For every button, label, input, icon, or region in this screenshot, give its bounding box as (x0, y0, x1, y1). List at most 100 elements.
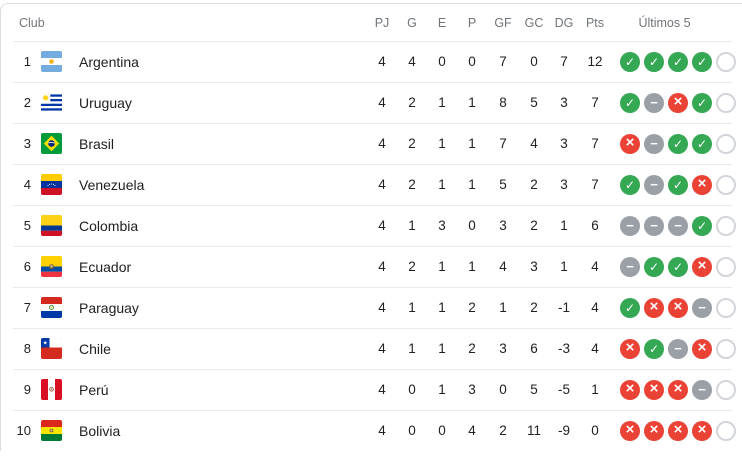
result-icon[interactable] (620, 215, 640, 236)
result-icon[interactable] (668, 256, 688, 277)
result-icon[interactable] (644, 215, 664, 236)
stat-g: 4 (408, 54, 416, 69)
stat-dg: -3 (557, 341, 570, 356)
result-icon[interactable] (620, 338, 640, 359)
stat-pj: 4 (378, 95, 386, 110)
stat-gc: 2 (530, 177, 538, 192)
table-row[interactable]: 6 Ecuador 4 2 1 1 4 3 1 4 (1, 246, 742, 287)
result-icon[interactable] (692, 338, 712, 359)
table-row[interactable]: 10 Bolivia 4 0 0 4 2 11 -9 0 (1, 410, 742, 451)
result-icon[interactable] (716, 297, 736, 318)
result-icon[interactable] (668, 51, 688, 72)
result-icon[interactable] (620, 297, 640, 318)
table-row[interactable]: 2 Uruguay 4 2 1 1 8 5 3 7 (1, 82, 742, 123)
result-icon[interactable] (692, 420, 712, 441)
stat-dg: 1 (560, 259, 568, 274)
result-icon[interactable] (668, 379, 688, 400)
result-icon[interactable] (716, 133, 736, 154)
result-icon[interactable] (668, 420, 688, 441)
header-pj: PJ (374, 15, 390, 30)
table-row[interactable]: 3 Brasil 4 2 1 1 7 4 3 7 (1, 123, 742, 164)
stat-gf: 4 (499, 259, 507, 274)
result-icon[interactable] (644, 256, 664, 277)
result-icon[interactable] (644, 133, 664, 154)
result-icon[interactable] (668, 215, 688, 236)
result-icon[interactable] (644, 174, 664, 195)
stat-pj: 4 (378, 177, 386, 192)
stat-e: 3 (438, 218, 446, 233)
table-row[interactable]: 9 Perú 4 0 1 3 0 5 -5 1 (1, 369, 742, 410)
result-icon[interactable] (644, 338, 664, 359)
result-icon[interactable] (692, 92, 712, 113)
stat-e: 1 (438, 177, 446, 192)
stat-dg: 3 (560, 95, 568, 110)
result-icon[interactable] (620, 92, 640, 113)
rank: 6 (23, 259, 31, 274)
result-icon[interactable] (716, 256, 736, 277)
result-icon[interactable] (692, 51, 712, 72)
result-icon[interactable] (668, 338, 688, 359)
result-icon[interactable] (668, 174, 688, 195)
table-row[interactable]: 4 Venezuela 4 2 1 1 5 2 3 7 (1, 164, 742, 205)
result-icon[interactable] (644, 51, 664, 72)
ecuador-flag-icon (41, 256, 62, 277)
header-pts: Pts (585, 15, 605, 30)
result-icon[interactable] (668, 133, 688, 154)
standings-table: Club PJ G E P GF GC DG Pts Últimos 5 1 A… (0, 3, 742, 451)
table-row[interactable]: 1 Argentina 4 4 0 0 7 0 7 12 (1, 41, 742, 82)
result-icon[interactable] (644, 92, 664, 113)
stat-gf: 3 (499, 218, 507, 233)
stat-e: 1 (438, 259, 446, 274)
result-icon[interactable] (668, 92, 688, 113)
stat-pj: 4 (378, 341, 386, 356)
stat-pts: 7 (591, 136, 599, 151)
header-dg: DG (554, 15, 574, 30)
result-icon[interactable] (644, 379, 664, 400)
stat-gf: 5 (499, 177, 507, 192)
stat-gc: 3 (530, 259, 538, 274)
result-icon[interactable] (620, 256, 640, 277)
table-row[interactable]: 8 Chile 4 1 1 2 3 6 -3 4 (1, 328, 742, 369)
result-icon[interactable] (716, 174, 736, 195)
rank: 9 (23, 382, 31, 397)
peru-flag-icon (41, 379, 62, 400)
rank: 3 (23, 136, 31, 151)
result-icon[interactable] (692, 379, 712, 400)
rank: 7 (23, 300, 31, 315)
stat-dg: -9 (557, 423, 570, 438)
result-icon[interactable] (620, 379, 640, 400)
form-icons (611, 92, 742, 113)
stat-g: 0 (408, 423, 416, 438)
result-icon[interactable] (716, 215, 736, 236)
stat-pts: 7 (591, 177, 599, 192)
stat-g: 2 (408, 136, 416, 151)
stat-pts: 1 (591, 382, 599, 397)
stat-gc: 5 (530, 95, 538, 110)
stat-pts: 12 (587, 54, 603, 69)
result-icon[interactable] (644, 420, 664, 441)
form-icons (611, 51, 742, 72)
result-icon[interactable] (716, 92, 736, 113)
result-icon[interactable] (716, 338, 736, 359)
result-icon[interactable] (668, 297, 688, 318)
header-gc: GC (524, 15, 544, 30)
result-icon[interactable] (716, 51, 736, 72)
result-icon[interactable] (644, 297, 664, 318)
result-icon[interactable] (620, 174, 640, 195)
table-row[interactable]: 5 Colombia 4 1 3 0 3 2 1 6 (1, 205, 742, 246)
table-row[interactable]: 7 Paraguay 4 1 1 2 1 2 -1 4 (1, 287, 742, 328)
result-icon[interactable] (620, 420, 640, 441)
stat-pts: 6 (591, 218, 599, 233)
result-icon[interactable] (620, 51, 640, 72)
result-icon[interactable] (716, 379, 736, 400)
stat-pj: 4 (378, 423, 386, 438)
form-icons (611, 379, 742, 400)
form-icons (611, 133, 742, 154)
result-icon[interactable] (716, 420, 736, 441)
result-icon[interactable] (692, 133, 712, 154)
result-icon[interactable] (692, 256, 712, 277)
result-icon[interactable] (692, 174, 712, 195)
result-icon[interactable] (692, 215, 712, 236)
result-icon[interactable] (620, 133, 640, 154)
result-icon[interactable] (692, 297, 712, 318)
